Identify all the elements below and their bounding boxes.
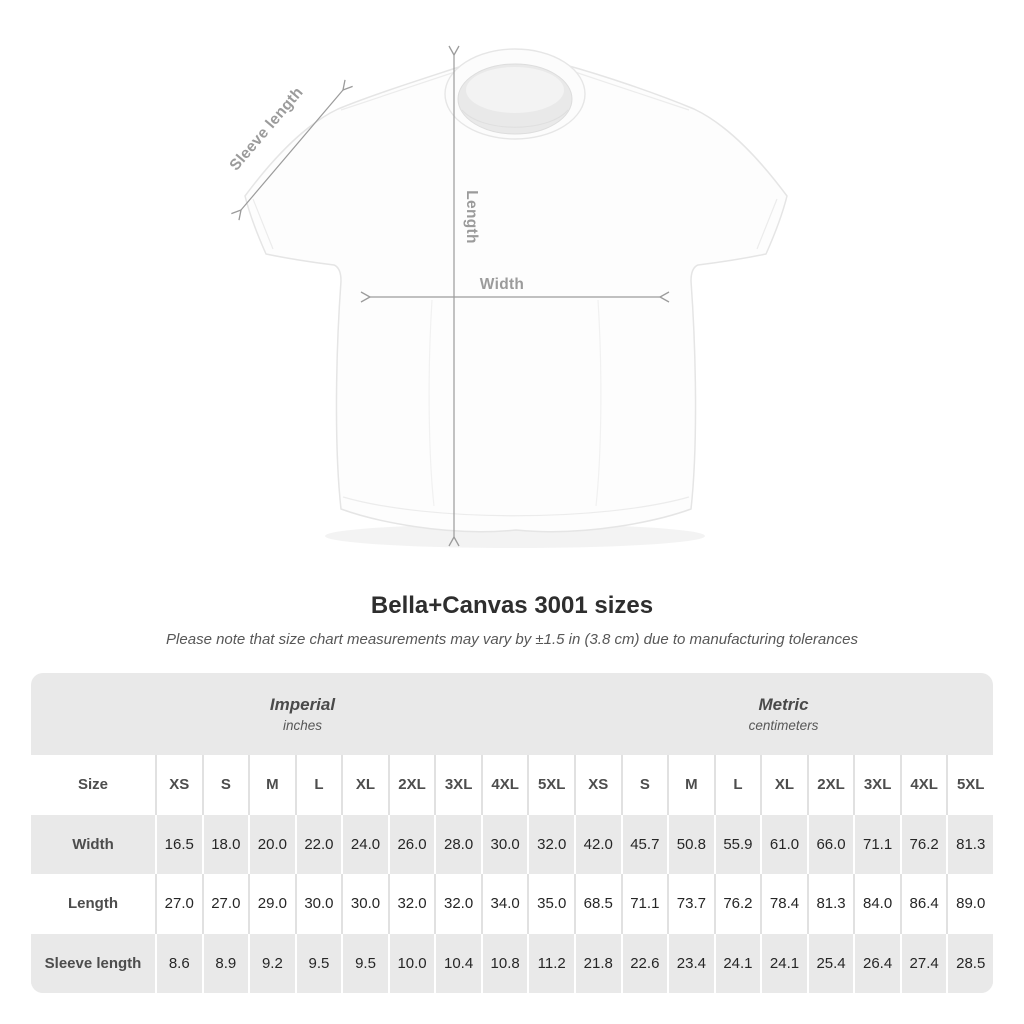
size-value-cell: 81.3	[806, 874, 854, 934]
size-value-cell: 35.0	[527, 874, 574, 934]
size-col-header: XS	[155, 755, 202, 815]
size-col-header: XL	[760, 755, 807, 815]
imperial-name: Imperial	[269, 695, 336, 714]
size-value-cell: 11.2	[527, 933, 574, 993]
size-value-cell: 30.0	[341, 874, 388, 934]
size-value-cell: 24.1	[760, 933, 807, 993]
size-value-cell: 42.0	[574, 814, 621, 874]
size-value-cell: 27.0	[201, 874, 249, 934]
size-col-header: S	[620, 755, 668, 815]
size-value-cell: 9.5	[294, 933, 342, 993]
size-col-header: 2XL	[387, 755, 435, 815]
size-value-cell: 73.7	[667, 874, 714, 934]
size-value-cell: 26.4	[853, 933, 900, 993]
size-value-cell: 29.0	[248, 874, 295, 934]
size-value-cell: 8.6	[155, 933, 202, 993]
imperial-unit: inches	[282, 718, 323, 733]
size-value-cell: 24.0	[341, 814, 388, 874]
size-value-cell: 81.3	[946, 814, 993, 874]
size-col-header: L	[294, 755, 342, 815]
size-value-cell: 30.0	[294, 874, 342, 934]
size-value-cell: 89.0	[946, 874, 993, 934]
size-value-cell: 45.7	[620, 814, 668, 874]
size-value-cell: 61.0	[760, 814, 807, 874]
size-value-cell: 66.0	[806, 814, 854, 874]
tshirt-collar	[444, 48, 586, 140]
size-col-header: 4XL	[899, 755, 947, 815]
sleeve-length-arrow	[231, 79, 353, 221]
size-value-cell: 27.4	[899, 933, 947, 993]
size-value-cell: 10.8	[480, 933, 528, 993]
size-value-cell: 9.5	[341, 933, 388, 993]
size-col-header: 4XL	[480, 755, 528, 815]
size-col-header: 3XL	[434, 755, 481, 815]
size-value-cell: 24.1	[713, 933, 761, 993]
size-value-cell: 34.0	[480, 874, 528, 934]
size-value-cell: 10.0	[387, 933, 435, 993]
size-col-header: M	[667, 755, 714, 815]
size-value-cell: 21.8	[574, 933, 621, 993]
size-value-cell: 26.0	[387, 814, 435, 874]
size-value-cell: 28.0	[434, 814, 481, 874]
size-value-cell: 71.1	[853, 814, 900, 874]
size-chart-table: Imperial inches Metric centimeters Size X…	[31, 673, 993, 993]
size-col-header: 2XL	[806, 755, 854, 815]
width-label: Width	[480, 276, 524, 293]
tolerance-note: Please note that size chart measurements…	[166, 631, 858, 648]
size-column-header: Size	[31, 755, 155, 815]
tshirt-shadow	[325, 524, 705, 548]
metric-name: Metric	[758, 695, 809, 714]
metric-unit-header: Metric centimeters	[574, 673, 993, 755]
size-value-cell: 78.4	[760, 874, 807, 934]
size-value-cell: 86.4	[899, 874, 947, 934]
size-value-cell: 76.2	[713, 874, 761, 934]
size-value-cell: 27.0	[155, 874, 202, 934]
size-value-cell: 16.5	[155, 814, 202, 874]
size-col-header: M	[248, 755, 295, 815]
imperial-unit-header: Imperial inches	[31, 673, 574, 755]
page-title: Bella+Canvas 3001 sizes	[370, 592, 654, 619]
row-label-sleeve-length: Sleeve length	[31, 933, 155, 993]
size-value-cell: 32.0	[387, 874, 435, 934]
size-value-cell: 25.4	[806, 933, 854, 993]
size-col-header: XS	[574, 755, 621, 815]
size-value-cell: 28.5	[946, 933, 993, 993]
size-value-cell: 30.0	[480, 814, 528, 874]
tshirt-measurement-diagram: Width Length Sleeve length	[226, 45, 788, 548]
size-col-header: 3XL	[853, 755, 900, 815]
size-value-cell: 9.2	[248, 933, 295, 993]
size-value-cell: 22.0	[294, 814, 342, 874]
metric-unit: centimeters	[748, 718, 819, 733]
size-value-cell: 32.0	[434, 874, 481, 934]
row-label-length: Length	[31, 874, 155, 934]
row-label-width: Width	[31, 814, 155, 874]
size-value-cell: 68.5	[574, 874, 621, 934]
size-value-cell: 23.4	[667, 933, 714, 993]
size-col-header: XL	[341, 755, 388, 815]
size-value-cell: 8.9	[201, 933, 249, 993]
size-value-cell: 22.6	[620, 933, 668, 993]
size-col-header: S	[201, 755, 249, 815]
size-value-cell: 50.8	[667, 814, 714, 874]
size-col-header: 5XL	[946, 755, 993, 815]
size-value-cell: 55.9	[713, 814, 761, 874]
size-value-cell: 32.0	[527, 814, 574, 874]
size-value-cell: 76.2	[899, 814, 947, 874]
size-value-cell: 71.1	[620, 874, 668, 934]
size-value-cell: 84.0	[853, 874, 900, 934]
size-value-cell: 10.4	[434, 933, 481, 993]
length-label: Length	[463, 190, 480, 243]
size-value-cell: 18.0	[201, 814, 249, 874]
size-col-header: L	[713, 755, 761, 815]
size-value-cell: 20.0	[248, 814, 295, 874]
size-col-header: 5XL	[527, 755, 574, 815]
